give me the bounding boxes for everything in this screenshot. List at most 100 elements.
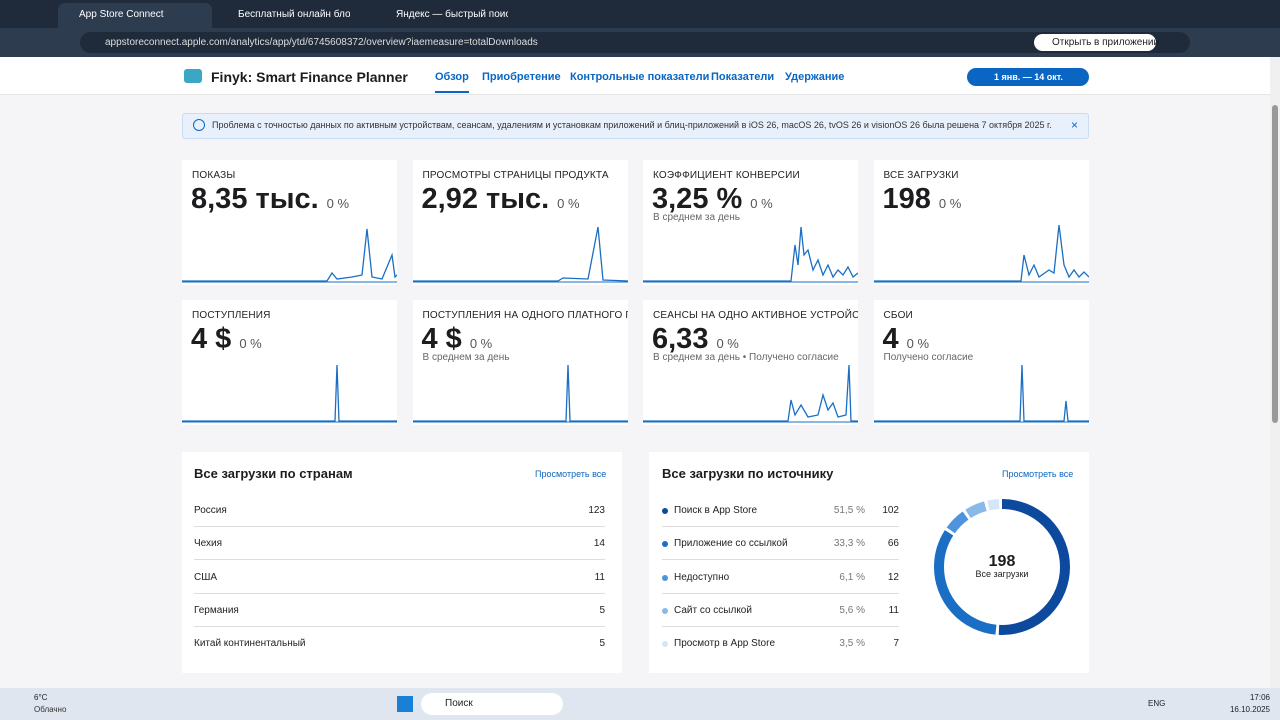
row-separator	[662, 592, 899, 594]
panel-title[interactable]: Все загрузки по источнику	[662, 466, 834, 481]
country-name: США	[194, 571, 218, 583]
address-bar[interactable]	[80, 32, 1190, 53]
metric-change: 0 %	[750, 196, 773, 211]
close-banner[interactable]: ×	[1071, 118, 1079, 132]
date-range[interactable]: 1 янв. — 14 окт.	[967, 68, 1089, 86]
metric-value: 8,35 тыс. 0 %	[191, 183, 349, 216]
legend-dot	[662, 641, 668, 648]
scroll-thumb[interactable]	[1272, 105, 1278, 423]
metric-card[interactable]: СЕАНСЫ НА ОДНО АКТИВНОЕ УСТРОЙСТВО 6,33 0 …	[643, 300, 858, 425]
metric-value: 4 0 %	[883, 323, 930, 356]
legend-dot	[662, 508, 668, 514]
metric-card[interactable]: ПРОСМОТРЫ СТРАНИЦЫ ПРОДУКТА 2,92 тыс. 0 %	[412, 160, 628, 285]
metric-card[interactable]: СБОИ 4 0 % Получено согласие	[873, 300, 1089, 425]
panel-title[interactable]: Все загрузки по странам	[194, 466, 353, 481]
source-name: Просмотр в App Store	[674, 638, 776, 650]
metric-value-text: 4 $	[421, 323, 462, 355]
start-button[interactable]	[397, 696, 413, 712]
clock-date: 16.10.2025	[1229, 705, 1270, 714]
sparkline	[182, 365, 397, 423]
country-count: 5	[599, 604, 605, 616]
tab-strip	[0, 0, 1280, 28]
sparkline	[643, 226, 858, 283]
source-name: Сайт со ссылкой	[674, 604, 752, 616]
country-count: 123	[588, 505, 605, 516]
country-count: 14	[593, 538, 605, 550]
metric-value-text: 4	[882, 323, 899, 355]
metric-change: 0 %	[938, 196, 962, 211]
source-count: 7	[893, 638, 899, 650]
source-count: 66	[887, 538, 899, 550]
view-all[interactable]: Просмотреть все	[1002, 469, 1074, 479]
nav-item[interactable]: Показатели	[711, 71, 775, 83]
metric-label: ВСЕ ЗАГРУЗКИ	[883, 170, 959, 181]
nav-item[interactable]: Контрольные показатели	[570, 71, 710, 83]
metric-card[interactable]: ВСЕ ЗАГРУЗКИ 198 0 %	[873, 160, 1089, 285]
row-separator	[194, 526, 605, 527]
donut	[934, 499, 1070, 635]
metric-value: 3,25 % 0 %	[652, 183, 773, 216]
metric-label: КОЭФФИЦИЕНТ КОНВЕРСИИ	[653, 170, 800, 181]
nav-item[interactable]: Удержание	[785, 71, 845, 83]
clock-time: 17:06	[1249, 693, 1270, 702]
metric-change: 0 %	[716, 336, 739, 351]
legend-dot	[662, 541, 668, 548]
country-count: 11	[594, 571, 605, 583]
nav-item[interactable]: Приобретение	[482, 71, 561, 83]
metric-label: ПОСТУПЛЕНИЯ НА ОДНОГО ПЛАТНОГО ПОЛЬЗ	[422, 310, 628, 321]
countries-panel	[182, 452, 622, 673]
country-name: Россия	[194, 505, 227, 516]
tab-title: App Store Connect	[79, 9, 164, 20]
metric-card[interactable]: ПОСТУПЛЕНИЯ НА ОДНОГО ПЛАТНОГО ПОЛЬЗ 4 $ 0…	[412, 300, 628, 425]
metric-value-text: 2,92 тыс.	[421, 183, 550, 215]
donut-total: 198	[988, 553, 1016, 570]
url: appstoreconnect.apple.com/analytics/app/…	[105, 37, 538, 48]
info-banner	[182, 113, 1089, 139]
metric-card[interactable]: ПОСТУПЛЕНИЯ 4 $ 0 %	[182, 300, 397, 425]
donut-segment[interactable]	[934, 499, 1070, 635]
source-count: 12	[887, 571, 899, 583]
metric-value-text: 8,35 тыс.	[191, 183, 319, 215]
metric-card[interactable]: КОЭФФИЦИЕНТ КОНВЕРСИИ 3,25 % 0 % В среднем …	[643, 160, 858, 285]
legend-dot	[662, 607, 668, 614]
weather-temp: 6°C	[34, 693, 48, 702]
source-share: 5,6 %	[839, 604, 865, 616]
app-name[interactable]: Finyk: Smart Finance Planner	[211, 69, 408, 85]
tab-title[interactable]: Бесплатный онлайн блокнот д	[238, 9, 350, 20]
metric-value-text: 3,25 %	[652, 183, 743, 215]
metric-note: Получено согласие	[883, 352, 974, 363]
tab-title[interactable]: Яндекс — быстрый поиск в ин	[396, 9, 508, 20]
sparkline	[412, 226, 628, 283]
nav-item[interactable]: Обзор	[435, 71, 469, 93]
metric-label: ПОСТУПЛЕНИЯ	[192, 310, 271, 321]
metric-change: 0 %	[557, 196, 580, 211]
search-box[interactable]: Поиск	[421, 693, 563, 715]
country-count: 5	[599, 638, 605, 650]
metric-note: В среднем за день • Получено согласие	[653, 352, 839, 363]
source-share: 6,1 %	[839, 571, 865, 583]
row-separator	[662, 625, 899, 627]
metric-value: 2,92 тыс. 0 %	[422, 183, 580, 216]
source-name: Недоступно	[674, 571, 730, 583]
sparkline	[873, 225, 1089, 283]
sparkline	[643, 365, 858, 423]
row-separator	[194, 559, 605, 561]
metric-value: 4 $ 0 %	[422, 323, 493, 356]
metric-value-text: 198	[882, 183, 931, 215]
sparkline	[182, 228, 397, 283]
metric-change: 0 %	[469, 336, 493, 351]
metric-change: 0 %	[326, 196, 350, 211]
metric-value: 198 0 %	[883, 183, 962, 216]
row-separator	[662, 526, 899, 527]
banner-text: Проблема с точностью данных по активным …	[212, 120, 1052, 130]
language[interactable]: ENG	[1148, 699, 1166, 708]
open-in-app[interactable]: Открыть в приложении	[1034, 34, 1159, 51]
metric-value: 6,33 0 %	[652, 323, 739, 356]
metric-label: ПРОСМОТРЫ СТРАНИЦЫ ПРОДУКТА	[422, 170, 609, 181]
metric-card[interactable]: ПОКАЗЫ 8,35 тыс. 0 %	[182, 160, 397, 285]
donut-label: Все загрузки	[975, 569, 1029, 579]
active-tab[interactable]	[58, 3, 212, 28]
view-all[interactable]: Просмотреть все	[535, 469, 607, 479]
donut-segment[interactable]	[934, 499, 1070, 635]
sources-panel	[649, 452, 1089, 673]
